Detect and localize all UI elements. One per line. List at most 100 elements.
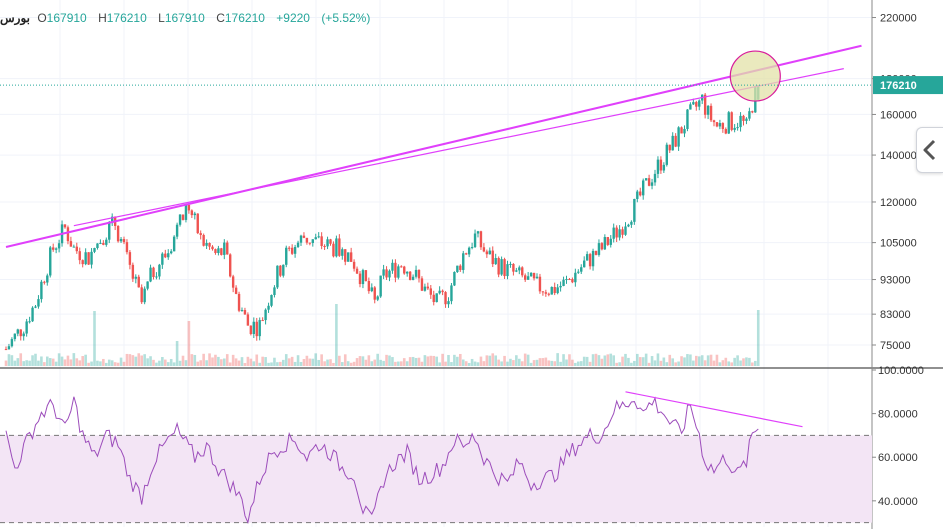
volume-bar [314, 353, 318, 366]
candle-body [438, 290, 441, 294]
candle-body [226, 242, 229, 255]
last-price-tag [873, 76, 943, 95]
candle-body [258, 320, 261, 337]
candle-body [373, 287, 376, 300]
candle-body [680, 127, 683, 134]
candle-body [612, 227, 615, 239]
candle-body [49, 247, 52, 276]
candle-body [751, 111, 754, 113]
volume-bar [46, 356, 49, 366]
candle-body [382, 269, 385, 276]
close-label: C [216, 11, 225, 25]
volume-bar [13, 360, 17, 366]
volume-bar [125, 353, 129, 366]
volume-bar [641, 357, 645, 366]
price-candles [4, 85, 760, 351]
volume-bar [10, 355, 14, 366]
candle-body [108, 223, 111, 240]
volume-bar [290, 356, 294, 366]
volume-bar [709, 354, 713, 366]
volume-bar [146, 358, 149, 366]
candle-body [4, 349, 8, 351]
candle-body [367, 280, 371, 292]
volume-bar [317, 359, 320, 366]
volume-bar [715, 354, 719, 366]
volume-bar [48, 358, 52, 366]
candle-body [580, 267, 583, 272]
candle-body [311, 239, 314, 244]
candle-body [37, 299, 40, 307]
candle-body [470, 247, 474, 249]
volume-bar [184, 360, 188, 366]
price-trendline [73, 68, 844, 227]
volume-bar [131, 355, 135, 366]
close-value: 176210 [224, 11, 265, 25]
candle-body [606, 237, 609, 245]
volume-bar [305, 355, 309, 366]
candle-body [565, 279, 568, 281]
candle-body [252, 321, 255, 335]
volume-bar [438, 362, 441, 366]
volume-bar [54, 361, 58, 366]
volume-bar [107, 359, 111, 366]
rsi-axis[interactable]: 100.0000 80.0000 60.0000 40.0000 [872, 365, 924, 508]
candle-body [152, 267, 155, 278]
volume-bar [756, 310, 760, 366]
volume-bar [338, 355, 341, 366]
candle-body [178, 214, 182, 225]
volume-bar [712, 360, 716, 366]
volume-bar [408, 357, 412, 366]
volume-bar [178, 360, 182, 366]
volume-bar [217, 356, 220, 366]
candle-body [730, 112, 733, 130]
candle-body [739, 115, 742, 128]
price-axis-label: 105000 [880, 238, 917, 250]
candle-body [600, 243, 604, 250]
candle-body [583, 260, 586, 268]
candle-body [506, 264, 509, 277]
candle-body [282, 264, 285, 276]
volume-bar [187, 321, 191, 366]
volume-bar [647, 362, 651, 366]
candle-body [562, 279, 565, 286]
candle-body [538, 276, 542, 292]
volume-bar [456, 356, 459, 366]
volume-bar [323, 361, 326, 366]
volume-bar [172, 362, 176, 366]
candle-body [320, 236, 323, 247]
volume-bar [273, 357, 276, 366]
candle-body [46, 275, 49, 283]
volume-bar [40, 356, 43, 366]
candle-body [164, 253, 167, 258]
candle-body [19, 329, 22, 337]
candle-body [379, 275, 382, 297]
candle-body [344, 249, 347, 262]
volume-bar [453, 354, 456, 366]
candle-body [656, 159, 660, 174]
candle-body [155, 276, 158, 278]
volume-bar [650, 356, 654, 366]
candle-body [644, 178, 648, 181]
volume-bar [105, 362, 108, 366]
volume-bar [627, 357, 630, 366]
candle-body [414, 269, 418, 277]
candle-body [288, 247, 291, 249]
volume-bar [258, 362, 261, 366]
scroll-right-button[interactable] [916, 127, 943, 173]
candle-body [237, 293, 241, 311]
price-axis[interactable]: 2200001800001600001400001200001050009300… [872, 13, 943, 352]
volume-bar [341, 362, 344, 366]
candle-body [40, 281, 43, 300]
volume-bar [591, 354, 595, 366]
candle-body [515, 270, 518, 272]
volume-bar [349, 362, 353, 366]
candle-body [190, 210, 194, 216]
candle-body [718, 123, 722, 127]
candle-body [255, 321, 258, 337]
volume-bar [488, 355, 492, 366]
candle-body [650, 182, 654, 186]
candle-body [476, 231, 480, 234]
volume-bar [116, 362, 120, 366]
volume-bar [618, 362, 621, 366]
